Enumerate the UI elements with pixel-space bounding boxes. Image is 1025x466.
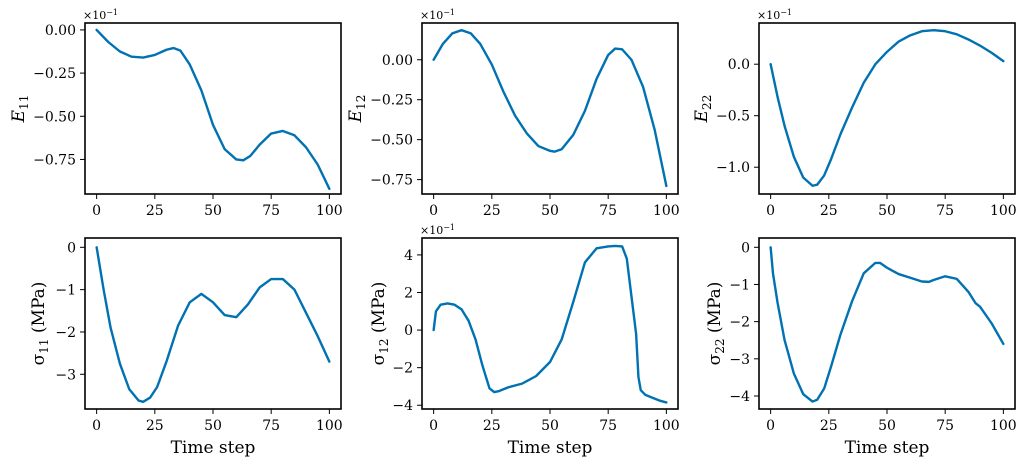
panel-E11: 0 25 50 75 100 0.00 −0.25 −0.50 −0.75 ×10−1 E11 — [9, 8, 343, 219]
y-tick-label: 0.00 — [382, 53, 413, 69]
panel-E22: 0 25 50 75 100 0.0 −0.5 −1.0 ×10−1 E22 — [692, 8, 1017, 219]
y-axis-label: E12 — [346, 95, 368, 124]
y-axis-label: E22 — [692, 95, 714, 124]
x-tick-label: 50 — [204, 418, 222, 434]
y-tick-label: −1 — [55, 283, 76, 299]
y-tick-label: −3 — [55, 367, 76, 383]
x-tick-label: 50 — [204, 203, 222, 219]
y-tick-label: −2 — [729, 315, 750, 331]
series-line-sigma22 — [769, 246, 1005, 403]
y-tick-label: 0.0 — [728, 57, 750, 73]
x-tick-label: 100 — [316, 418, 343, 434]
y-tick-label: 2 — [404, 285, 413, 301]
x-tick-label: 100 — [653, 203, 680, 219]
y-tick-label: 0 — [67, 240, 76, 256]
x-tick-label: 50 — [878, 203, 896, 219]
y-tick-label: −1.0 — [716, 160, 750, 176]
offset-multiplier: ×10−1 — [83, 8, 118, 22]
y-tick-label: −0.50 — [33, 109, 76, 125]
x-tick-label: 75 — [936, 418, 954, 434]
y-tick-label: −0.50 — [370, 133, 413, 149]
x-axis-label: Time step — [508, 438, 593, 458]
x-tick-label: 0 — [766, 203, 775, 219]
x-tick-label: 25 — [820, 203, 838, 219]
x-tick-label: 50 — [878, 418, 896, 434]
x-tick-label: 0 — [92, 418, 101, 434]
y-tick-label: 0 — [741, 240, 750, 256]
x-axis-label: Time step — [845, 438, 930, 458]
x-tick-label: 0 — [429, 418, 438, 434]
series-line-sigma11 — [95, 246, 331, 403]
series-line-E12 — [432, 28, 668, 188]
x-tick-label: 25 — [146, 203, 164, 219]
y-axis-label: σ12 (MPa) — [369, 282, 391, 366]
offset-multiplier: ×10−1 — [420, 8, 455, 22]
x-tick-label: 0 — [766, 418, 775, 434]
y-tick-label: −1 — [729, 277, 750, 293]
x-tick-label: 100 — [316, 203, 343, 219]
y-tick-label: −4 — [729, 389, 750, 405]
y-tick-label: 4 — [404, 248, 413, 264]
x-tick-label: 25 — [146, 418, 164, 434]
panel-sigma22: 0 25 50 75 100 0 −1 −2 −3 −4 σ22 (MPa) Time step — [705, 237, 1017, 458]
y-tick-label: −0.25 — [33, 66, 76, 82]
x-tick-label: 50 — [541, 418, 559, 434]
x-tick-label: 25 — [820, 418, 838, 434]
axes-frame — [84, 22, 342, 195]
y-tick-label: −4 — [392, 398, 413, 414]
x-tick-label: 75 — [262, 418, 280, 434]
x-tick-label: 25 — [483, 418, 501, 434]
x-tick-label: 100 — [990, 203, 1017, 219]
panel-sigma12: 0 25 50 75 100 4 2 0 −2 −4 ×10−1 σ12 (MPa) Time step — [369, 223, 680, 458]
y-tick-label: −2 — [55, 325, 76, 341]
y-tick-label: −0.75 — [370, 173, 413, 189]
x-tick-label: 75 — [262, 203, 280, 219]
axes-frame — [758, 22, 1016, 195]
x-axis-label: Time step — [171, 438, 256, 458]
series-line-E22 — [769, 29, 1005, 187]
x-tick-label: 0 — [429, 203, 438, 219]
offset-multiplier: ×10−1 — [757, 8, 792, 22]
x-tick-label: 100 — [990, 418, 1017, 434]
series-line-sigma12 — [432, 244, 668, 404]
x-tick-label: 100 — [653, 418, 680, 434]
y-tick-label: −2 — [392, 361, 413, 377]
axes-frame — [84, 237, 342, 410]
y-axis-label: σ11 (MPa) — [29, 282, 51, 366]
x-tick-label: 75 — [599, 203, 617, 219]
y-tick-label: −0.5 — [716, 109, 750, 125]
y-tick-label: −3 — [729, 352, 750, 368]
y-axis-label: E11 — [9, 95, 31, 124]
x-tick-label: 25 — [483, 203, 501, 219]
x-tick-label: 75 — [599, 418, 617, 434]
y-tick-label: −0.25 — [370, 93, 413, 109]
panel-E12: 0 25 50 75 100 0.00 −0.25 −0.50 −0.75 ×10−1 E12 — [346, 8, 680, 219]
x-tick-label: 75 — [936, 203, 954, 219]
y-tick-label: 0 — [404, 323, 413, 339]
series-line-E11 — [95, 28, 331, 191]
y-tick-label: 0.00 — [45, 23, 76, 39]
x-tick-label: 0 — [92, 203, 101, 219]
y-tick-label: −0.75 — [33, 152, 76, 168]
y-axis-label: σ22 (MPa) — [705, 282, 727, 366]
x-tick-label: 50 — [541, 203, 559, 219]
offset-multiplier: ×10−1 — [420, 223, 455, 237]
axes-frame — [421, 22, 679, 195]
